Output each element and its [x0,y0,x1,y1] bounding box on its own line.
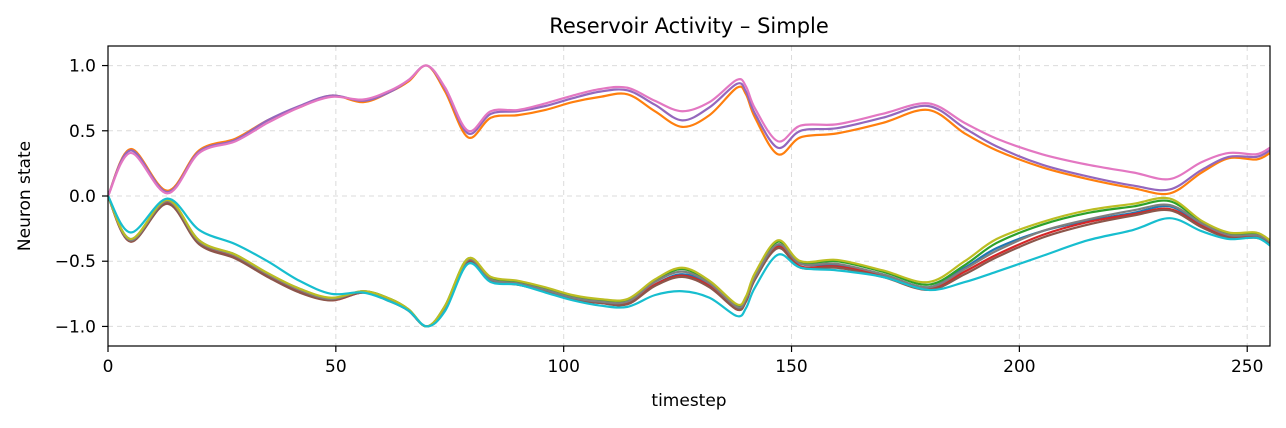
series-line-6 [108,64,1270,197]
y-tick-label: 1.0 [69,57,96,77]
series-line-9 [108,195,1270,328]
x-tick-label: 0 [103,357,114,377]
series-line-5 [108,195,1270,328]
y-tick-label: 0.0 [69,187,96,207]
x-tick-label: 200 [1003,357,1035,377]
x-tick-label: 100 [547,357,579,377]
x-axis-label: timestep [651,391,726,411]
x-tick-label: 150 [775,357,807,377]
y-axis-label: Neuron state [15,141,35,251]
x-tick-label: 250 [1231,357,1263,377]
series-line-8 [108,195,1270,328]
axis-ticks: 0 50 100 150 200 250 1.0 0.5 0.0 −0.5 −1.0 [55,57,1264,377]
y-tick-label: −0.5 [55,252,96,272]
chart-title: Reservoir Activity – Simple [549,14,829,38]
y-tick-label: −1.0 [55,317,96,337]
series-line-7 [108,195,1270,328]
y-tick-label: 0.5 [69,122,96,142]
series-lines [108,64,1270,328]
x-tick-label: 50 [325,357,347,377]
series-line-4 [108,64,1270,197]
